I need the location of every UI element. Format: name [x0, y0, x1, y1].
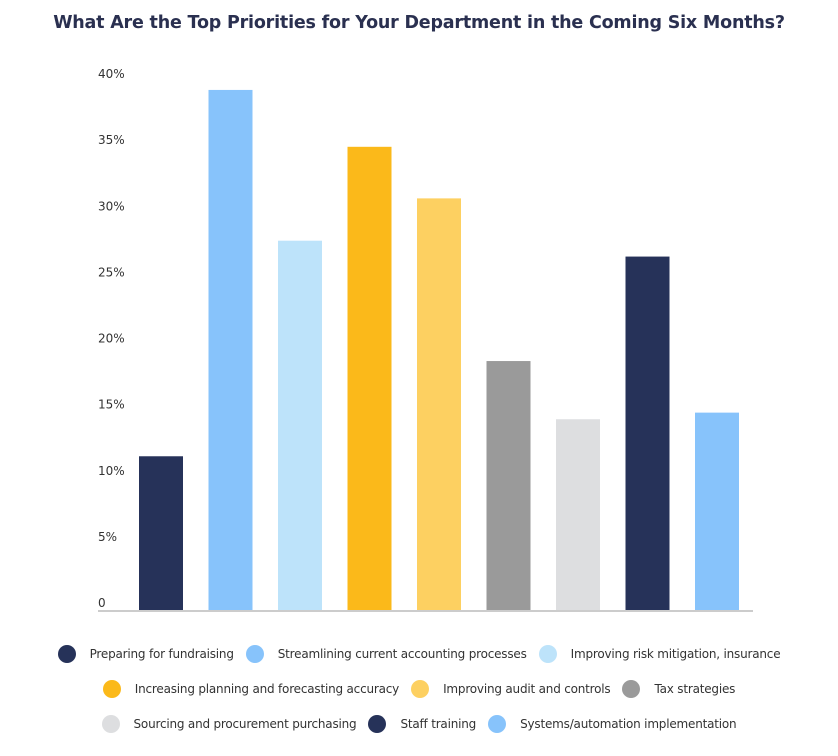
legend-item: Streamlining current accounting processe… — [245, 644, 527, 663]
bar-5: Improving audit and controls: 31.2% — [417, 198, 461, 611]
legend-swatch-icon — [245, 644, 264, 663]
y-tick-label: 40% — [98, 67, 125, 81]
legend-label: Tax strategies — [654, 681, 736, 696]
y-tick-label: 20% — [98, 332, 125, 346]
y-tick-label: 10% — [98, 464, 125, 478]
legend-item: Increasing planning and forecasting accu… — [102, 679, 400, 698]
legend-item: Improving audit and controls — [411, 679, 611, 698]
bar-chart: 0 5% 10% 15% 20% 25% 30% 35% 40% Preparing for f… — [98, 67, 753, 612]
bar-2: Streamlining current accounting processe… — [208, 89, 253, 611]
legend-row: Sourcing and procurement purchasing Staff… — [0, 706, 838, 741]
legend-item: Systems/automation implementation — [488, 714, 737, 733]
legend-swatch-icon — [57, 644, 76, 663]
bar-6: Tax strategies: 18.9% — [486, 361, 531, 611]
y-tick-label: 5% — [98, 530, 117, 544]
y-tick-label: 35% — [98, 133, 125, 147]
legend-label: Streamlining current accounting processe… — [277, 646, 527, 661]
y-tick-label: 25% — [98, 265, 125, 279]
bars: Preparing for fundraising: 11.7% Streamli… — [139, 89, 739, 612]
legend-item: Tax strategies — [622, 679, 736, 698]
y-tick-label: 0 — [98, 596, 106, 610]
legend-label: Preparing for fundraising — [89, 646, 234, 661]
legend-item: Staff training — [368, 714, 477, 733]
legend-row: Preparing for fundraising Streamlining cu… — [0, 636, 838, 671]
legend-label: Increasing planning and forecasting accu… — [134, 681, 400, 696]
bar-9: Systems/automation implementation: 15% — [695, 412, 739, 611]
legend-swatch-icon — [102, 679, 121, 698]
legend-label: Staff training — [400, 716, 477, 731]
legend-label: Sourcing and procurement purchasing — [133, 716, 357, 731]
legend-swatch-icon — [622, 679, 641, 698]
legend-item: Sourcing and procurement purchasing — [101, 714, 357, 733]
legend-swatch-icon — [538, 644, 557, 663]
legend-label: Improving risk mitigation, insurance — [570, 646, 781, 661]
chart-title: What Are the Top Priorities for Your Dep… — [53, 13, 785, 33]
legend-item: Preparing for fundraising — [57, 644, 234, 663]
legend-label: Improving audit and controls — [443, 681, 611, 696]
y-tick-label: 15% — [98, 398, 125, 412]
legend-label: Systems/automation implementation — [520, 716, 737, 731]
bar-3: Improving risk mitigation, insurance: 28… — [278, 240, 322, 611]
legend-swatch-icon — [488, 714, 507, 733]
bar-4: Increasing planning and forecasting accu… — [347, 146, 392, 612]
legend-swatch-icon — [368, 714, 387, 733]
legend-row: Increasing planning and forecasting accu… — [0, 671, 838, 706]
legend-swatch-icon — [101, 714, 120, 733]
bar-8: Staff training: 26.8% — [625, 256, 670, 611]
legend-swatch-icon — [411, 679, 430, 698]
bar-1: Preparing for fundraising: 11.7% — [139, 456, 183, 611]
bar-7: Sourcing and procurement purchasing: 14.… — [556, 419, 600, 611]
y-tick-label: 30% — [98, 199, 125, 213]
legend: Preparing for fundraising Streamlining cu… — [0, 636, 838, 741]
legend-item: Improving risk mitigation, insurance — [538, 644, 781, 663]
y-axis-ticks: 0 5% 10% 15% 20% 25% 30% 35% 40% — [98, 67, 125, 610]
